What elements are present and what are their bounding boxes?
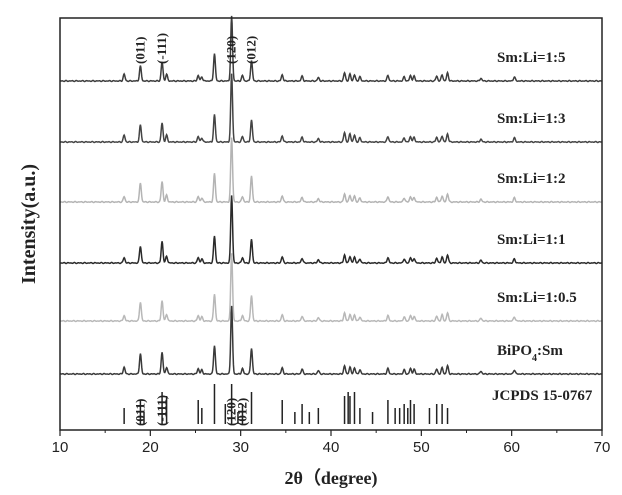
xrd-traces <box>59 15 603 376</box>
bottom-annotation-2: (120) <box>224 398 239 426</box>
series-label-3: Sm:Li=1:1 <box>497 232 566 248</box>
series-label-0: Sm:Li=1:5 <box>497 50 566 66</box>
x-tick-label-6: 70 <box>594 439 611 456</box>
bottom-annotation-3: (012) <box>235 398 250 426</box>
x-tick-label-5: 60 <box>503 439 520 456</box>
reference-sticks: JCPDS 15-0767 <box>123 384 593 424</box>
x-tick-label-0: 10 <box>52 439 69 456</box>
x-tick-label-4: 50 <box>413 439 430 456</box>
bottom-annotation-0: (011) <box>132 399 147 426</box>
bottom-annotation-1: (-111) <box>154 395 169 426</box>
trace-2 <box>59 137 603 204</box>
top-annotation-1: (-111) <box>154 33 169 64</box>
top-annotation-3: (012) <box>244 36 259 64</box>
trace-3 <box>59 195 603 265</box>
trace-5 <box>59 305 603 376</box>
trace-1 <box>59 73 603 144</box>
top-annotation-0: (011) <box>132 37 147 64</box>
reference-label: JCPDS 15-0767 <box>492 388 593 404</box>
trace-0 <box>59 15 603 83</box>
series-label-4: Sm:Li=1:0.5 <box>497 290 577 306</box>
peak-annotations: (011) (-111) (120) (012)(011) (-111) (120)(01… <box>132 33 258 426</box>
series-label-5: BiPO4:Sm <box>497 343 563 364</box>
x-axis-label: 2θ（degree) <box>284 468 377 489</box>
series-label-1: Sm:Li=1:3 <box>497 111 566 127</box>
x-axis-ticks: 10 20 30 40 50 60 70 <box>52 430 611 456</box>
x-tick-label-1: 20 <box>142 439 159 456</box>
x-tick-label-3: 40 <box>323 439 340 456</box>
top-annotation-2: (120) <box>224 36 239 64</box>
series-label-2: Sm:Li=1:2 <box>497 171 566 187</box>
series-labels: Sm:Li=1:5 Sm:Li=1:3 Sm:Li=1:2 Sm:Li=1:1 Sm:L… <box>497 50 577 364</box>
y-axis-label: Intensity(a.u.) <box>18 164 40 284</box>
x-tick-label-2: 30 <box>232 439 249 456</box>
trace-4 <box>59 253 603 323</box>
